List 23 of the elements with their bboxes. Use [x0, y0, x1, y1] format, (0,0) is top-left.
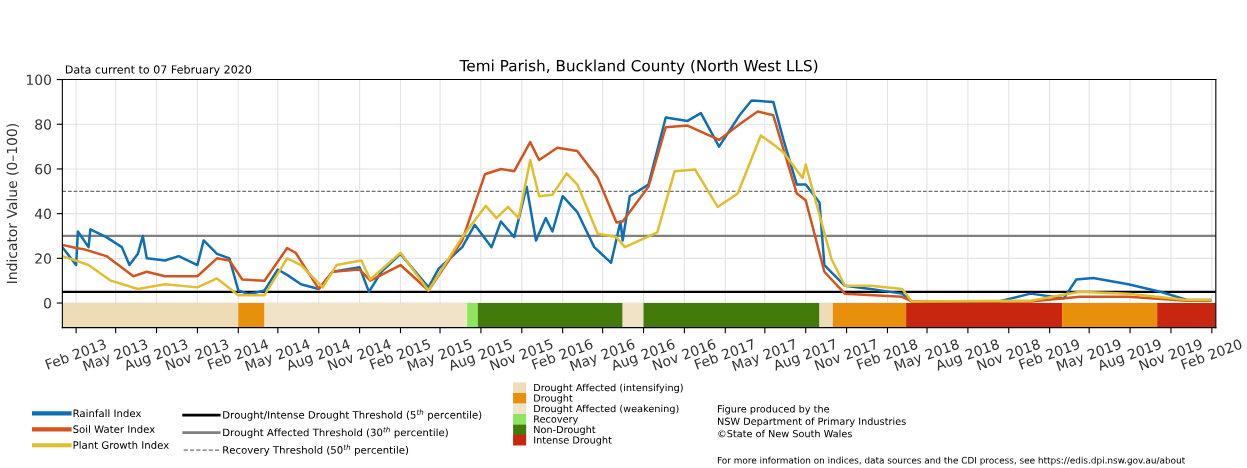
legend-label: Drought/Intense Drought Threshold (5$^{th}$ percentile): [223, 409, 482, 421]
legend-label: Plant Growth Index: [73, 441, 169, 449]
y-tick-label: 20: [35, 253, 52, 264]
y-tick-label: 0: [44, 297, 52, 309]
y-tick-label: 80: [35, 119, 52, 130]
legend-label: Non-Drought: [534, 425, 596, 436]
text: Figure produced by the NSW Department of Primary Industries ©State of New South Wales: [717, 405, 906, 438]
legend-label: Intense Drought: [534, 436, 612, 446]
y-tick-label: 40: [34, 208, 52, 220]
legend-label: Drought Affected (weakening): [534, 404, 679, 415]
legend-label: Drought: [534, 394, 573, 404]
text: Data current to 07 February 2020: [65, 65, 252, 76]
legend-label: Drought Affected (intensifying): [534, 383, 683, 394]
text: For more information on indices, data sources and the CDI process, see https://edis.dpi.nsw.gov.au/about: [717, 456, 1185, 466]
y-tick-label: 60: [35, 163, 52, 175]
legend-label: Drought Affected Threshold (30$^{th}$ percentile): [223, 426, 448, 439]
legend-label: Soil Water Index: [73, 425, 155, 434]
legend-label: Recovery: [534, 415, 579, 425]
legend-label: Rainfall Index: [73, 409, 142, 418]
legend-label: Recovery Threshold (50$^{th}$ percentile): [223, 444, 409, 456]
chart-title: Temi Parish, Buckland County (North West LLS): [459, 59, 818, 75]
y-axis-title: Indicator Value (0–100): [6, 124, 19, 283]
y-tick-label: 100: [26, 74, 52, 86]
